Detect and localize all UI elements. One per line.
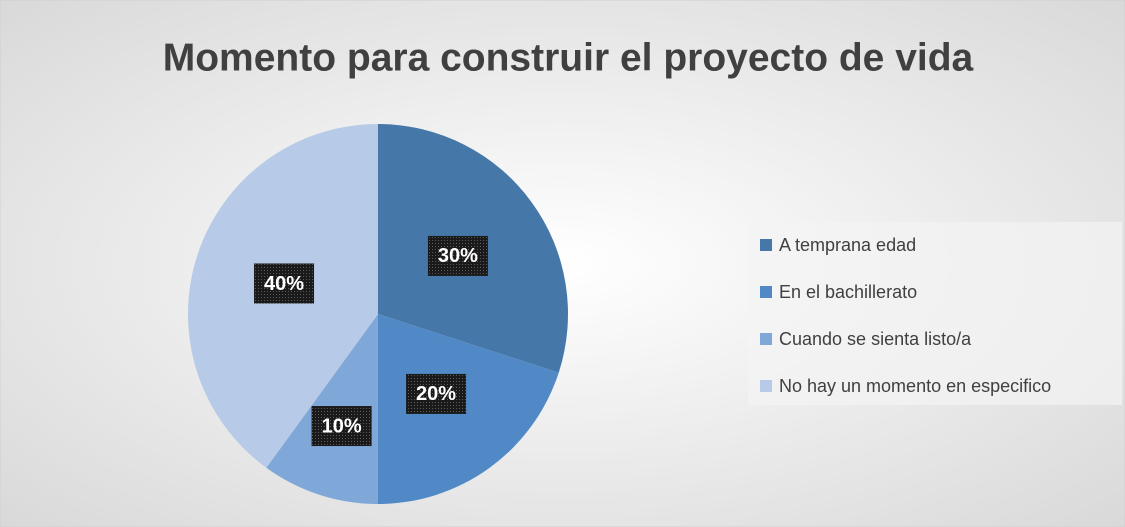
legend-box bbox=[748, 222, 1122, 405]
data-label: 30% bbox=[438, 245, 478, 267]
legend-swatch bbox=[760, 380, 772, 392]
pie-slice bbox=[378, 314, 559, 505]
data-label: 40% bbox=[264, 273, 304, 295]
legend-label: No hay un momento en especifico bbox=[779, 376, 1051, 396]
legend-label: En el bachillerato bbox=[779, 282, 917, 302]
legend-swatch bbox=[760, 333, 772, 345]
chart-title: Momento para construir el proyecto de vi… bbox=[163, 36, 974, 79]
legend-swatch bbox=[760, 239, 772, 251]
data-label: 20% bbox=[416, 383, 456, 405]
legend-label: Cuando se sienta listo/a bbox=[779, 329, 972, 349]
data-label-box bbox=[311, 406, 372, 447]
legend-label: A temprana edad bbox=[779, 235, 916, 255]
data-label: 10% bbox=[322, 415, 362, 437]
data-label-box bbox=[427, 235, 488, 276]
data-label-box bbox=[254, 263, 315, 304]
legend-swatch bbox=[760, 286, 772, 298]
data-label-box bbox=[406, 373, 467, 414]
